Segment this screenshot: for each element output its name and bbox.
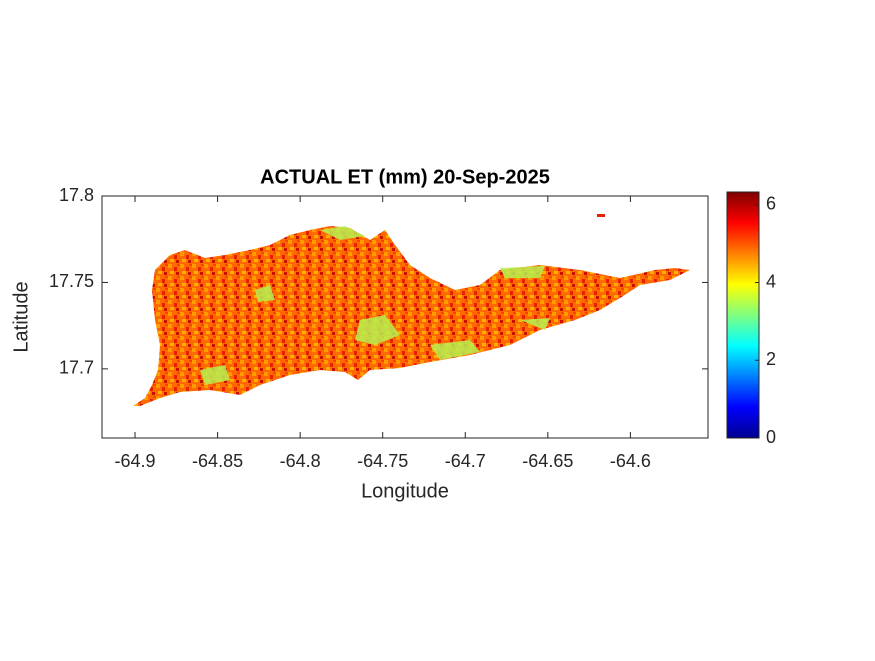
y-tick-label: 17.7 [59, 358, 94, 378]
x-tick-label: -64.85 [192, 451, 243, 471]
x-tick-label: -64.7 [445, 451, 486, 471]
colorbar-tick-label: 0 [766, 427, 776, 447]
colorbar-tick-label: 2 [766, 349, 776, 369]
x-tick-label: -64.9 [115, 451, 156, 471]
x-tick-label: -64.8 [280, 451, 321, 471]
island [133, 226, 690, 406]
y-tick-label: 17.8 [59, 185, 94, 205]
colorbar [726, 191, 760, 439]
x-tick-label: -64.65 [522, 451, 573, 471]
low-et-patches [200, 226, 550, 385]
x-tick-label: -64.75 [357, 451, 408, 471]
y-axis-label: Latitude [10, 281, 32, 352]
colorbar-tick-label: 4 [766, 271, 776, 291]
colorbar-tick-label: 6 [766, 194, 776, 214]
islet [597, 214, 605, 217]
x-tick-label: -64.6 [610, 451, 651, 471]
y-tick-label: 17.75 [49, 271, 94, 291]
chart-title: ACTUAL ET (mm) 20-Sep-2025 [260, 166, 550, 188]
x-axis-label: Longitude [361, 480, 449, 502]
